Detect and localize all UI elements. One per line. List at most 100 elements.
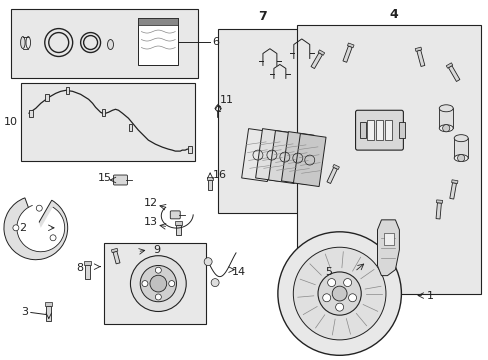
Text: 12: 12	[143, 198, 157, 208]
Circle shape	[457, 154, 464, 162]
Bar	[366, 120, 373, 140]
Circle shape	[331, 286, 346, 301]
Bar	[416, 50, 424, 67]
Bar	[188, 145, 192, 153]
FancyBboxPatch shape	[414, 47, 421, 51]
Bar	[359, 122, 365, 138]
Circle shape	[293, 247, 385, 340]
Bar	[102, 109, 105, 116]
FancyBboxPatch shape	[446, 63, 452, 68]
Text: 14: 14	[232, 267, 245, 276]
FancyBboxPatch shape	[450, 180, 457, 184]
Ellipse shape	[438, 125, 452, 132]
Ellipse shape	[107, 40, 113, 50]
FancyBboxPatch shape	[111, 248, 118, 253]
Circle shape	[322, 294, 330, 302]
Text: 9: 9	[153, 245, 160, 255]
Ellipse shape	[20, 37, 25, 49]
Circle shape	[142, 280, 148, 287]
FancyBboxPatch shape	[113, 175, 127, 185]
Ellipse shape	[438, 105, 452, 112]
Bar	[438, 108, 452, 128]
Wedge shape	[4, 198, 67, 260]
Bar	[296, 24, 480, 293]
Text: 13: 13	[143, 217, 157, 227]
Bar	[103, 243, 206, 324]
Bar	[435, 203, 441, 219]
Bar	[11, 9, 198, 78]
Bar	[447, 66, 459, 81]
Bar	[384, 233, 394, 245]
Bar	[281, 132, 313, 185]
Bar	[375, 120, 382, 140]
Bar	[29, 110, 33, 117]
Bar	[384, 120, 391, 140]
FancyBboxPatch shape	[355, 110, 403, 150]
Bar	[128, 123, 132, 131]
Bar	[268, 131, 301, 184]
Circle shape	[130, 256, 186, 311]
Text: 4: 4	[388, 8, 397, 21]
Wedge shape	[17, 205, 64, 252]
Circle shape	[50, 235, 56, 241]
Text: 10: 10	[4, 117, 18, 127]
Bar	[399, 122, 405, 138]
Circle shape	[155, 294, 161, 300]
Circle shape	[140, 265, 176, 302]
Circle shape	[13, 225, 19, 231]
Bar	[85, 265, 90, 279]
Text: 16: 16	[213, 170, 226, 180]
Polygon shape	[377, 220, 399, 276]
Bar	[255, 129, 287, 181]
Bar	[218, 28, 367, 213]
FancyBboxPatch shape	[84, 261, 91, 265]
Ellipse shape	[453, 135, 467, 141]
Bar	[208, 180, 212, 190]
FancyBboxPatch shape	[170, 211, 180, 219]
Bar	[138, 18, 178, 24]
Circle shape	[150, 275, 166, 292]
Circle shape	[211, 279, 219, 287]
Bar	[293, 134, 325, 186]
Bar	[449, 183, 456, 199]
Ellipse shape	[26, 37, 30, 49]
Circle shape	[343, 279, 351, 287]
Circle shape	[168, 280, 174, 287]
Text: 7: 7	[258, 10, 266, 23]
Ellipse shape	[453, 154, 467, 162]
Bar	[326, 167, 337, 184]
Circle shape	[203, 258, 212, 266]
Text: 11: 11	[220, 95, 234, 105]
Text: 2: 2	[19, 223, 26, 233]
FancyBboxPatch shape	[436, 200, 442, 203]
Text: 8: 8	[76, 263, 83, 273]
Bar	[113, 251, 120, 264]
FancyBboxPatch shape	[318, 50, 324, 55]
Circle shape	[327, 279, 335, 287]
FancyBboxPatch shape	[332, 165, 339, 170]
Text: 5: 5	[324, 267, 331, 276]
Circle shape	[335, 303, 343, 311]
Bar	[453, 138, 467, 158]
Bar	[107, 247, 202, 320]
Text: 3: 3	[21, 307, 28, 318]
Circle shape	[317, 272, 361, 315]
Circle shape	[442, 125, 449, 132]
FancyBboxPatch shape	[207, 177, 213, 180]
Bar	[138, 18, 178, 66]
Text: 15: 15	[98, 173, 111, 183]
Bar	[66, 87, 69, 94]
Circle shape	[155, 267, 161, 273]
Bar	[45, 94, 48, 101]
Bar	[175, 225, 181, 235]
Bar	[241, 129, 274, 181]
Bar	[46, 306, 51, 321]
FancyBboxPatch shape	[45, 302, 52, 306]
Circle shape	[36, 205, 42, 211]
Text: 6: 6	[212, 36, 219, 46]
Bar	[310, 53, 322, 68]
FancyBboxPatch shape	[174, 221, 182, 225]
Text: 1: 1	[427, 291, 433, 301]
Bar	[21, 84, 195, 161]
Circle shape	[277, 232, 401, 355]
